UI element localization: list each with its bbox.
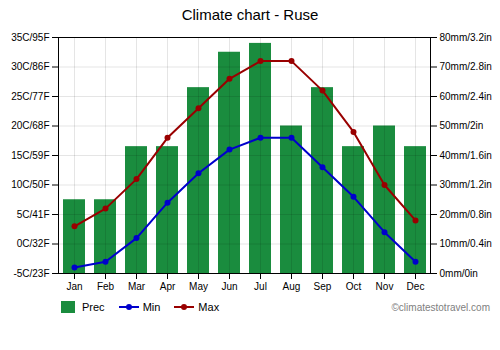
svg-text:Nov: Nov	[376, 281, 394, 292]
svg-text:Aug: Aug	[283, 281, 301, 292]
svg-text:20mm/0.8in: 20mm/0.8in	[440, 209, 492, 220]
html-text:Max: Max	[198, 301, 220, 313]
svg-text:Feb: Feb	[97, 281, 115, 292]
html-text:©climatestotravel.com: ©climatestotravel.com	[391, 301, 490, 313]
svg-text:0C/32F: 0C/32F	[17, 238, 50, 249]
html-text:Prec: Prec	[82, 301, 105, 313]
svg-text:Apr: Apr	[160, 281, 176, 292]
svg-text:15C/59F: 15C/59F	[11, 150, 49, 161]
svg-text:Oct: Oct	[346, 281, 362, 292]
svg-text:20C/68F: 20C/68F	[11, 120, 49, 131]
svg-text:60mm/2.4in: 60mm/2.4in	[440, 91, 492, 102]
svg-text:40mm/1.6in: 40mm/1.6in	[440, 150, 492, 161]
svg-text:10C/50F: 10C/50F	[11, 179, 49, 190]
svg-text:Dec: Dec	[407, 281, 425, 292]
svg-text:Sep: Sep	[314, 281, 332, 292]
svg-text:50mm/2in: 50mm/2in	[440, 120, 484, 131]
svg-text:Mar: Mar	[128, 281, 146, 292]
svg-text:25C/77F: 25C/77F	[11, 91, 49, 102]
html-text:Min: Min	[142, 301, 161, 313]
svg-text:30C/86F: 30C/86F	[11, 61, 49, 72]
svg-text:0mm/0in: 0mm/0in	[440, 268, 478, 279]
svg-text:5C/41F: 5C/41F	[17, 209, 50, 220]
svg-text:May: May	[189, 281, 208, 292]
svg-text:70mm/2.8in: 70mm/2.8in	[440, 61, 492, 72]
html-text:Climate chart - Ruse: Climate chart - Ruse	[181, 6, 319, 23]
svg-text:Jul: Jul	[254, 281, 267, 292]
svg-text:Jan: Jan	[66, 281, 82, 292]
svg-text:80mm/3.2in: 80mm/3.2in	[440, 32, 492, 43]
svg-text:30mm/1.2in: 30mm/1.2in	[440, 179, 492, 190]
svg-text:10mm/0.4in: 10mm/0.4in	[440, 238, 492, 249]
svg-text:Jun: Jun	[221, 281, 237, 292]
svg-text:35C/95F: 35C/95F	[11, 32, 49, 43]
svg-text:-5C/23F: -5C/23F	[13, 268, 49, 279]
